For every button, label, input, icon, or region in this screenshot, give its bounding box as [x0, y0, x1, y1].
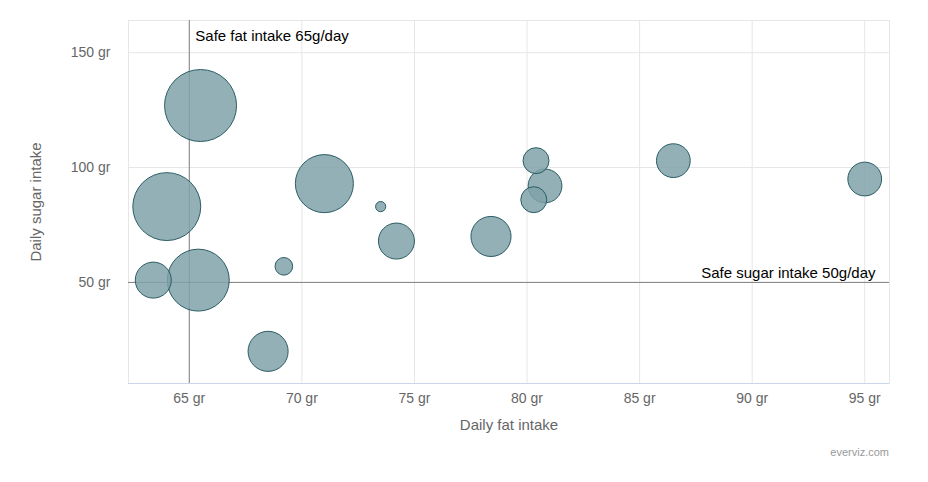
svg-text:90 gr: 90 gr	[736, 390, 768, 406]
svg-text:95 gr: 95 gr	[849, 390, 881, 406]
svg-text:70 gr: 70 gr	[286, 390, 318, 406]
svg-text:Daily fat intake: Daily fat intake	[460, 416, 558, 433]
svg-text:65 gr: 65 gr	[173, 390, 205, 406]
svg-text:100 gr: 100 gr	[71, 159, 111, 175]
svg-text:Safe fat intake 65g/day: Safe fat intake 65g/day	[195, 27, 349, 44]
svg-text:Safe sugar intake 50g/day: Safe sugar intake 50g/day	[701, 264, 876, 281]
svg-text:80 gr: 80 gr	[511, 390, 543, 406]
html-text:everviz.com: everviz.com	[830, 446, 889, 458]
svg-text:Daily sugar intake: Daily sugar intake	[27, 142, 44, 261]
svg-text:75 gr: 75 gr	[398, 390, 430, 406]
svg-text:150 gr: 150 gr	[71, 44, 111, 60]
svg-text:85 gr: 85 gr	[624, 390, 656, 406]
svg-text:50 gr: 50 gr	[79, 274, 111, 290]
